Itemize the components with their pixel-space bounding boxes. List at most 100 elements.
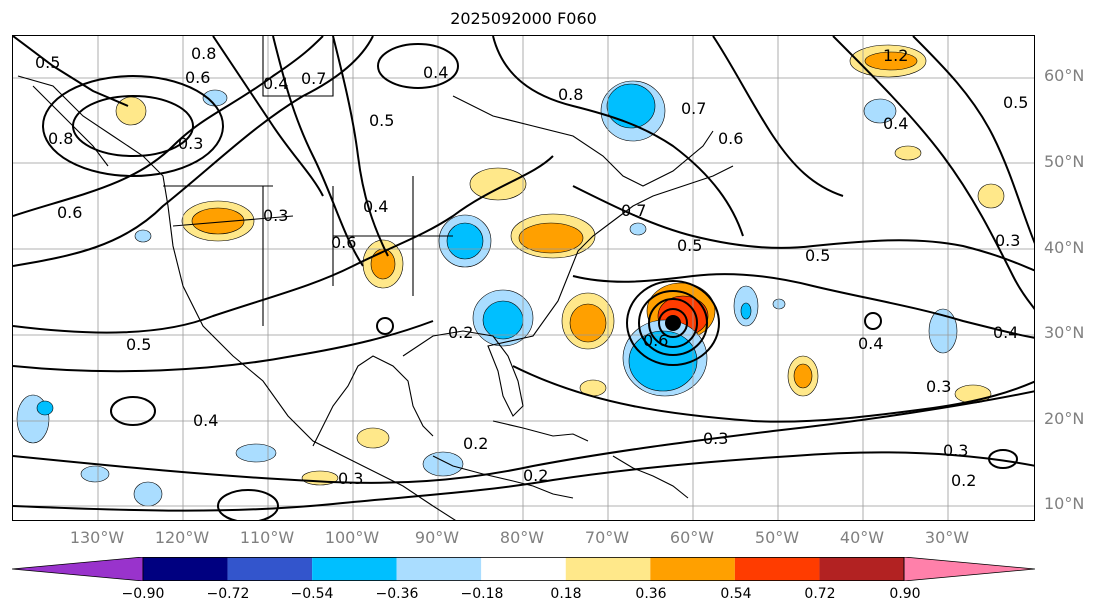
negative-patch xyxy=(772,298,786,310)
contour-label: 0.4 xyxy=(993,323,1018,342)
colorbar-segment xyxy=(734,557,820,581)
lon-label-70w: 70°W xyxy=(584,528,630,547)
positive-patch xyxy=(191,207,245,235)
positive-patch xyxy=(894,145,922,161)
positive-patch xyxy=(977,183,1005,209)
contour-label: 0.3 xyxy=(995,231,1020,250)
contour-label: 0.6 xyxy=(718,129,743,148)
colorbar-tick: 0.90 xyxy=(889,586,921,602)
contour-label: 0.2 xyxy=(448,323,473,342)
negative-patch xyxy=(133,481,163,507)
colorbar-tick: 0.72 xyxy=(804,586,836,602)
map-title: 2025092000 F060 xyxy=(450,9,597,28)
colorbar-segment xyxy=(312,557,397,581)
contour-label: 0.7 xyxy=(621,201,646,220)
lat-label-50n: 50°N xyxy=(1044,152,1085,171)
contour-label: 0.4 xyxy=(883,114,908,133)
colorbar-tick: −0.18 xyxy=(460,586,504,602)
colorbar-tick: −0.72 xyxy=(206,586,250,602)
colorbar-segment xyxy=(819,557,904,581)
negative-patch xyxy=(235,443,277,463)
colorbar-segment xyxy=(481,557,566,581)
positive-patch xyxy=(518,222,584,254)
contour-labels: 0.5 0.8 0.6 0.4 0.7 0.3 0.8 0.5 0.6 0.3 … xyxy=(35,44,1028,490)
negative-patch xyxy=(36,400,54,416)
lon-label-120w: 120°W xyxy=(154,528,210,547)
positive-patch xyxy=(356,427,390,449)
positive-patch xyxy=(115,96,147,126)
contour-label: 0.3 xyxy=(178,134,203,153)
colorbar-extend-low xyxy=(12,557,144,581)
lon-label-60w: 60°W xyxy=(669,528,715,547)
colorbar-segment xyxy=(227,557,313,581)
negative-patch xyxy=(80,465,110,483)
negative-patch xyxy=(482,300,524,340)
contour-label: 0.5 xyxy=(369,111,394,130)
contour-label: 0.5 xyxy=(805,246,830,265)
contour-label: 0.5 xyxy=(677,236,702,255)
colorbar-segment xyxy=(396,557,482,581)
contour-label: 0.4 xyxy=(263,74,288,93)
colorbar-tick: 0.18 xyxy=(550,586,582,602)
lon-label-30w: 30°W xyxy=(924,528,970,547)
contour-label: 0.4 xyxy=(363,197,388,216)
contour-label: 0.3 xyxy=(926,377,951,396)
lat-label-30n: 30°N xyxy=(1044,323,1085,342)
contour-label: 0.4 xyxy=(193,411,218,430)
negative-patch xyxy=(134,229,152,243)
positive-patch xyxy=(864,51,918,71)
positive-patch xyxy=(370,248,396,280)
contour-label: 0.3 xyxy=(703,429,728,448)
colorbar-segment xyxy=(143,557,228,581)
colorbar-tick: −0.90 xyxy=(121,586,165,602)
contour-label: 0.7 xyxy=(681,99,706,118)
contour-lines xyxy=(13,36,1034,520)
colorbar xyxy=(12,557,1035,581)
lon-label-40w: 40°W xyxy=(839,528,885,547)
positive-patch xyxy=(569,303,607,343)
contour-label: 0.6 xyxy=(331,233,356,252)
lon-label-90w: 90°W xyxy=(414,528,460,547)
contour-label: 0.8 xyxy=(48,129,73,148)
negative-patch xyxy=(422,451,464,477)
contour-label: 0.8 xyxy=(558,85,583,104)
shaded-anomalies xyxy=(16,44,1005,507)
colorbar-outline xyxy=(142,557,905,581)
contour-label: 0.6 xyxy=(57,203,82,222)
contour-label: 0.2 xyxy=(463,434,488,453)
contour-label: 0.5 xyxy=(35,53,60,72)
lat-label-10n: 10°N xyxy=(1044,494,1085,513)
storm-center-marker xyxy=(665,315,681,331)
contour-label: 0.6 xyxy=(185,68,210,87)
negative-patch xyxy=(740,302,752,320)
colorbar-segment xyxy=(650,557,735,581)
map-panel: 0.5 0.8 0.6 0.4 0.7 0.3 0.8 0.5 0.6 0.3 … xyxy=(12,35,1035,521)
lon-label-80w: 80°W xyxy=(499,528,545,547)
colorbar-tick: 0.54 xyxy=(720,586,752,602)
contour-label: 0.3 xyxy=(943,441,968,460)
contour-label: 0.3 xyxy=(263,206,288,225)
contour-label: 0.5 xyxy=(1003,93,1028,112)
negative-patch xyxy=(928,308,958,354)
contour-label: 0.6 xyxy=(643,331,668,350)
contour-label: 0.2 xyxy=(523,466,548,485)
contour-label: 0.4 xyxy=(423,63,448,82)
colorbar-extend-high xyxy=(903,557,1035,581)
colorbar-tick: −0.54 xyxy=(290,586,334,602)
map-canvas: 0.5 0.8 0.6 0.4 0.7 0.3 0.8 0.5 0.6 0.3 … xyxy=(13,36,1034,520)
colorbar-tick: 0.36 xyxy=(635,586,667,602)
contour-label: 0.3 xyxy=(338,469,363,488)
contour-label: 0.7 xyxy=(301,69,326,88)
negative-patch xyxy=(606,83,656,129)
lon-label-100w: 100°W xyxy=(324,528,380,547)
lon-label-110w: 110°W xyxy=(239,528,295,547)
negative-patch xyxy=(446,222,484,260)
colorbar-segments xyxy=(12,557,1035,581)
lon-label-130w: 130°W xyxy=(69,528,125,547)
contour-label: 0.5 xyxy=(126,335,151,354)
lat-label-60n: 60°N xyxy=(1044,66,1085,85)
contour-label: 0.2 xyxy=(951,471,976,490)
negative-patch xyxy=(629,222,647,236)
lat-label-40n: 40°N xyxy=(1044,238,1085,257)
contour-label: 0.8 xyxy=(191,44,216,63)
